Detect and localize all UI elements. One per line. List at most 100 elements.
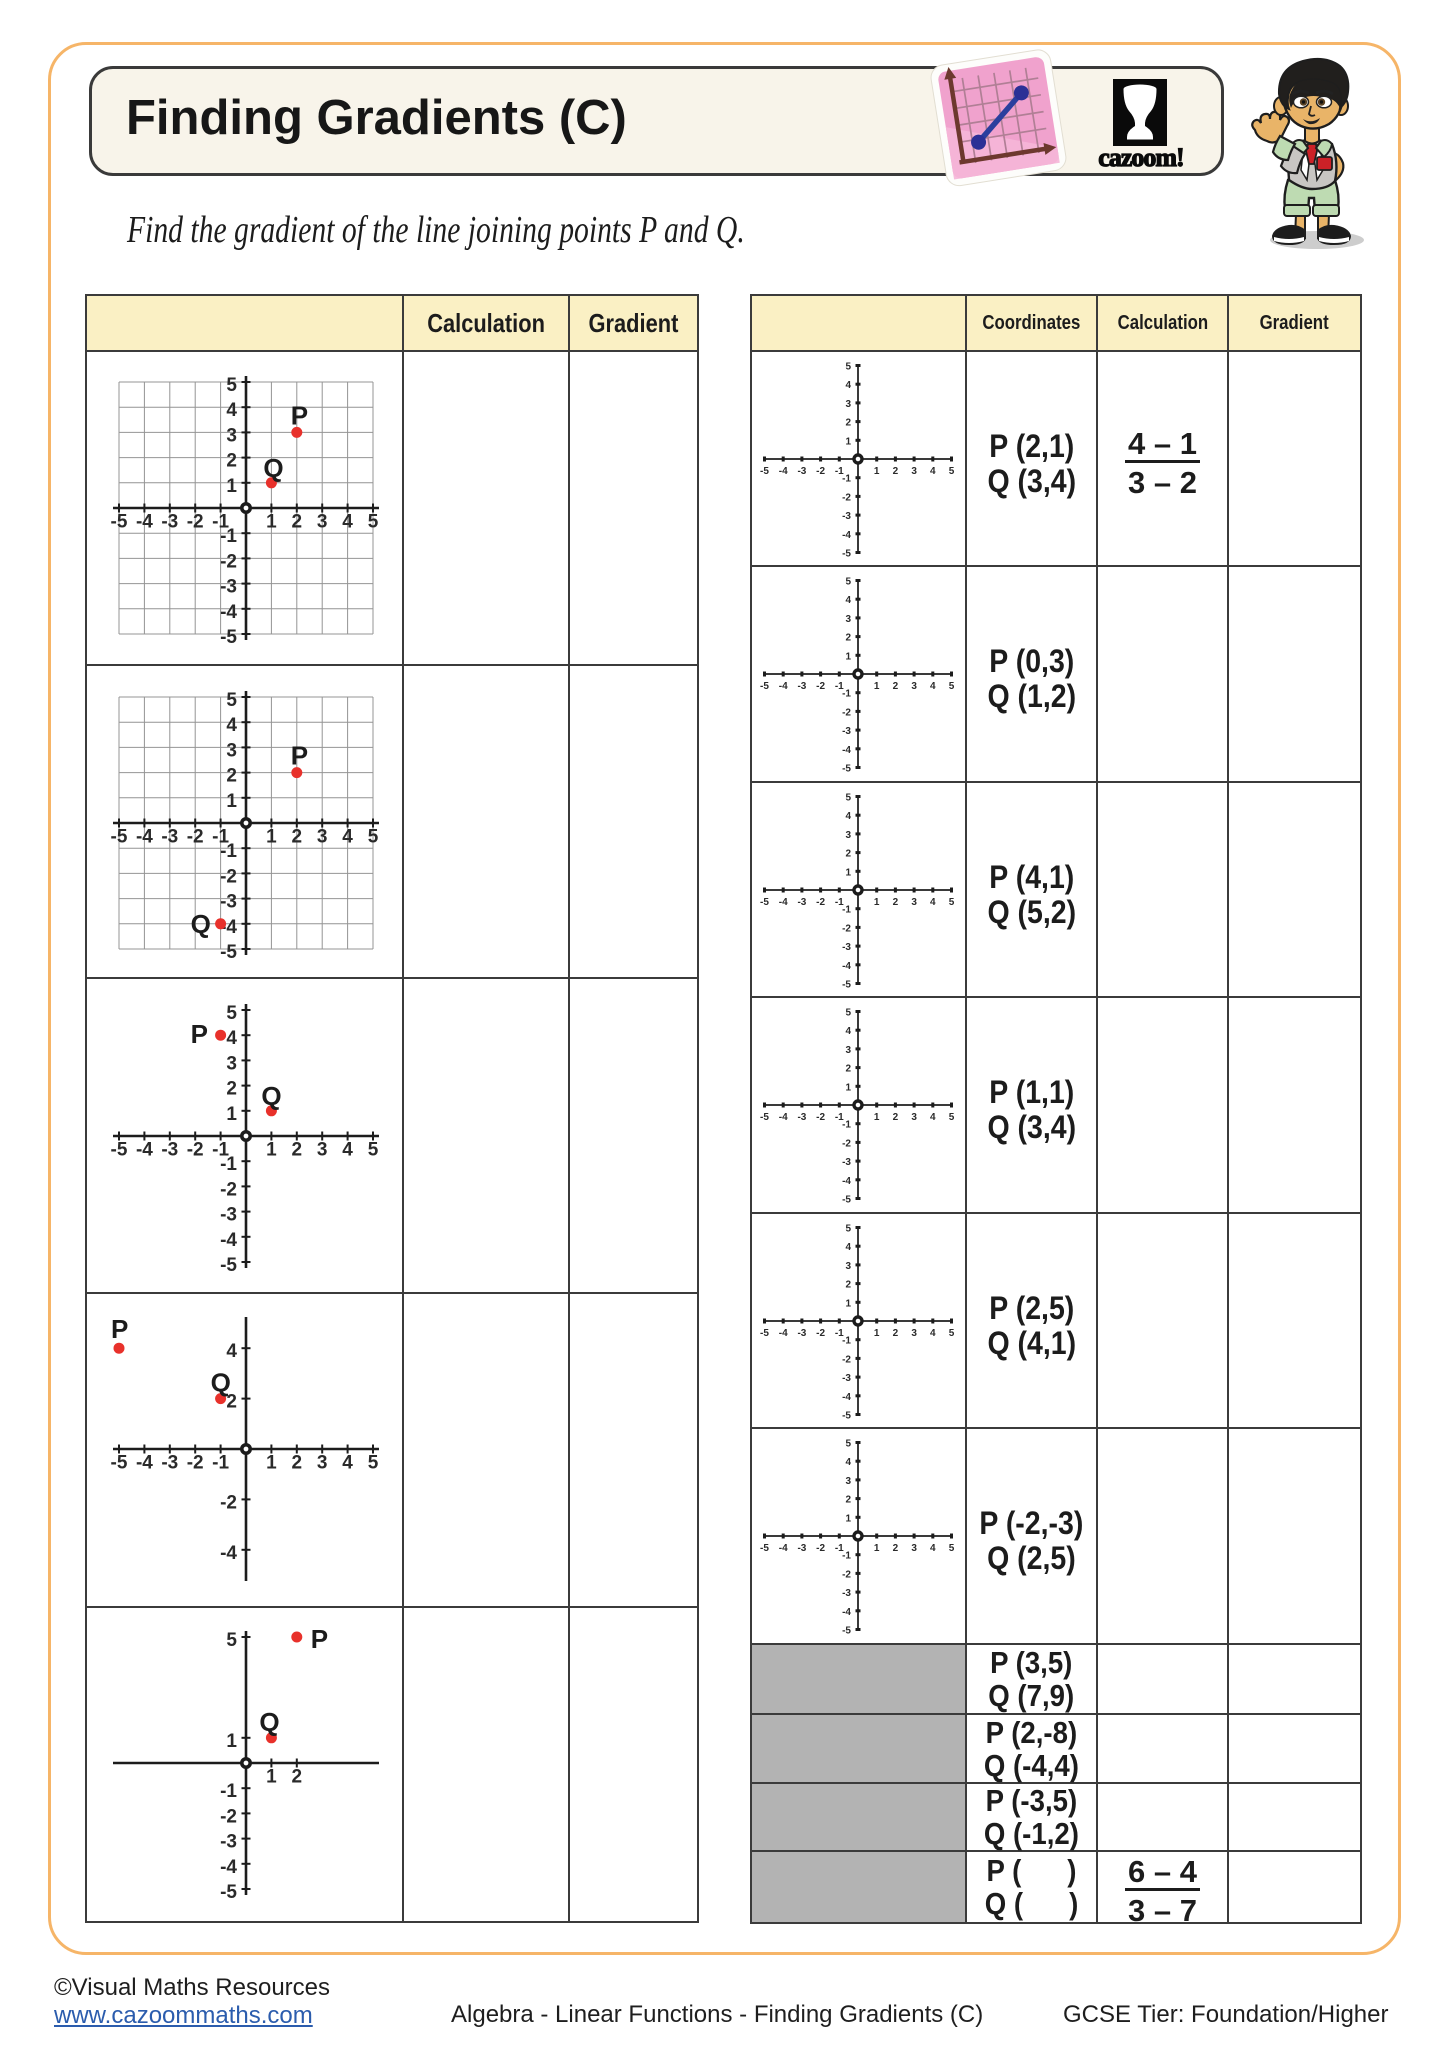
svg-text:4: 4	[342, 827, 353, 848]
svg-text:2: 2	[845, 1064, 851, 1075]
svg-text:1: 1	[845, 1513, 851, 1524]
svg-text:3: 3	[845, 1476, 851, 1487]
svg-text:3: 3	[845, 1261, 851, 1272]
svg-text:-2: -2	[187, 1453, 204, 1474]
svg-text:3: 3	[911, 1543, 917, 1554]
svg-text:-2: -2	[842, 1354, 851, 1365]
svg-text:2: 2	[292, 512, 303, 533]
svg-text:-5: -5	[842, 764, 851, 775]
svg-text:-4: -4	[842, 1176, 851, 1187]
svg-text:P: P	[311, 1624, 328, 1654]
svg-text:1: 1	[266, 512, 277, 533]
svg-text:-4: -4	[136, 1453, 153, 1474]
svg-text:4: 4	[342, 1140, 353, 1161]
svg-text:-2: -2	[842, 923, 851, 934]
svg-text:3: 3	[317, 827, 328, 848]
svg-text:4: 4	[930, 897, 936, 908]
svg-text:-4: -4	[779, 1112, 788, 1123]
svg-text:-2: -2	[842, 1569, 851, 1580]
svg-text:4: 4	[845, 1242, 851, 1253]
svg-text:4: 4	[930, 1328, 936, 1339]
svg-text:-2: -2	[220, 551, 237, 572]
svg-text:3: 3	[845, 399, 851, 410]
svg-text:-4: -4	[779, 466, 788, 477]
svg-text:-3: -3	[842, 942, 851, 953]
svg-text:Q: Q	[211, 1368, 231, 1398]
svg-text:-1: -1	[835, 897, 844, 908]
svg-text:-4: -4	[220, 1857, 237, 1878]
svg-text:-3: -3	[797, 1112, 806, 1123]
svg-text:2: 2	[845, 1495, 851, 1506]
svg-text:2: 2	[226, 451, 237, 472]
svg-text:-5: -5	[760, 1543, 769, 1554]
svg-text:-2: -2	[816, 1112, 825, 1123]
svg-text:-2: -2	[220, 1179, 237, 1200]
svg-text:2: 2	[893, 897, 899, 908]
svg-text:-3: -3	[842, 1588, 851, 1599]
svg-text:2: 2	[226, 1392, 237, 1413]
svg-text:2: 2	[845, 1280, 851, 1291]
svg-text:-1: -1	[835, 1112, 844, 1123]
svg-text:2: 2	[893, 1328, 899, 1339]
svg-text:-3: -3	[220, 1205, 237, 1226]
svg-text:-2: -2	[187, 1140, 204, 1161]
svg-text:-5: -5	[842, 1626, 851, 1637]
svg-text:-1: -1	[212, 1140, 229, 1161]
svg-text:2: 2	[845, 633, 851, 644]
svg-text:-1: -1	[842, 1120, 851, 1131]
svg-text:Q: Q	[259, 1707, 279, 1737]
svg-text:5: 5	[226, 1630, 237, 1651]
svg-text:-1: -1	[835, 466, 844, 477]
svg-text:1: 1	[874, 1328, 880, 1339]
svg-text:3: 3	[911, 681, 917, 692]
svg-text:3: 3	[226, 740, 237, 761]
svg-text:5: 5	[226, 1003, 237, 1024]
svg-text:-5: -5	[111, 512, 128, 533]
svg-text:5: 5	[368, 1453, 379, 1474]
svg-text:5: 5	[368, 1140, 379, 1161]
svg-text:4: 4	[845, 595, 851, 606]
svg-text:1: 1	[874, 466, 880, 477]
svg-text:Q: Q	[191, 909, 211, 939]
svg-text:5: 5	[949, 1328, 955, 1339]
svg-text:2: 2	[292, 1140, 303, 1161]
svg-text:-1: -1	[220, 841, 237, 862]
svg-text:-1: -1	[212, 827, 229, 848]
svg-text:-3: -3	[797, 1328, 806, 1339]
svg-text:3: 3	[317, 1453, 328, 1474]
svg-text:5: 5	[949, 1112, 955, 1123]
svg-text:1: 1	[845, 436, 851, 447]
svg-text:1: 1	[226, 1731, 237, 1752]
svg-text:2: 2	[226, 766, 237, 787]
svg-text:-4: -4	[136, 827, 153, 848]
svg-text:P: P	[291, 400, 308, 430]
svg-text:-4: -4	[220, 1543, 237, 1564]
svg-text:4: 4	[226, 400, 237, 421]
svg-text:-5: -5	[842, 1195, 851, 1206]
svg-text:4: 4	[845, 1457, 851, 1468]
svg-text:5: 5	[845, 577, 851, 588]
svg-text:-3: -3	[797, 897, 806, 908]
svg-text:-2: -2	[842, 492, 851, 503]
svg-text:1: 1	[226, 476, 237, 497]
svg-text:-3: -3	[842, 511, 851, 522]
svg-text:1: 1	[874, 897, 880, 908]
svg-text:5: 5	[845, 1224, 851, 1235]
svg-text:1: 1	[874, 681, 880, 692]
svg-text:5: 5	[845, 362, 851, 373]
svg-text:3: 3	[911, 897, 917, 908]
svg-text:-4: -4	[842, 530, 851, 541]
svg-text:-5: -5	[220, 1882, 237, 1903]
svg-text:4: 4	[226, 1341, 237, 1362]
svg-text:-2: -2	[816, 681, 825, 692]
svg-text:Q: Q	[263, 453, 283, 483]
svg-text:2: 2	[893, 681, 899, 692]
svg-text:-2: -2	[187, 827, 204, 848]
svg-text:-4: -4	[779, 681, 788, 692]
svg-text:4: 4	[342, 512, 353, 533]
svg-text:-3: -3	[797, 1543, 806, 1554]
svg-text:-1: -1	[220, 1154, 237, 1175]
svg-text:-1: -1	[212, 512, 229, 533]
svg-text:4: 4	[226, 1028, 237, 1049]
svg-text:-4: -4	[842, 961, 851, 972]
